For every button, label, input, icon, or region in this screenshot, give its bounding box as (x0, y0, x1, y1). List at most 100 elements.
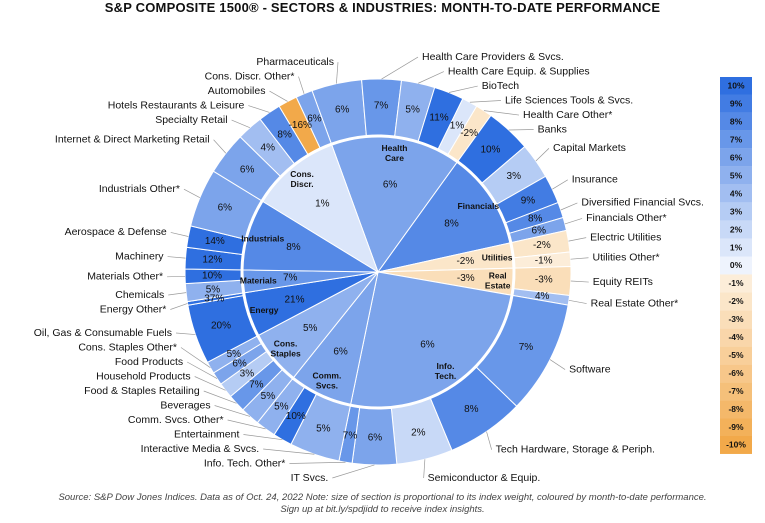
leader-line-chemicals (168, 292, 187, 296)
industry-value-software: 7% (519, 342, 534, 353)
leader-line-health-care-other (483, 110, 520, 116)
industry-label-software: Software (569, 363, 611, 375)
industry-label-chemicals: Chemicals (115, 289, 164, 301)
industry-label-info-tech-other: Info. Tech. Other* (204, 457, 286, 469)
legend-swatch (720, 148, 752, 167)
leader-line-industrials-other (183, 188, 201, 198)
industry-label-electric-utilities: Electric Utilities (590, 231, 661, 243)
sector-info-tech[interactable] (350, 271, 512, 408)
legend-label: 4% (730, 188, 743, 198)
sector-label-health-care: Care (385, 153, 404, 163)
legend-label: -3% (728, 314, 744, 324)
industry-value-banks: 10% (480, 145, 500, 156)
industry-labels: 6% 7% 5%11%1%-2%10%3%9%8%6%-2%-1%-3%4%7%8%… (34, 51, 704, 484)
leader-line-biotech (448, 85, 478, 93)
sector-label-materials: Materials (240, 275, 277, 285)
legend-swatch (720, 94, 752, 113)
industry-value-specialty-retail: 4% (261, 143, 276, 154)
sector-label-health-care: Health (382, 143, 408, 153)
industry-value-financials-other: 6% (532, 225, 547, 236)
leader-line-health-care-providers-svcs (381, 56, 419, 80)
industry-cons-discr-other[interactable] (295, 89, 332, 149)
sector-label-cons-staples: Staples (270, 349, 301, 359)
legend-label: 3% (730, 206, 743, 216)
industry-label-real-estate-other: Real Estate Other* (591, 297, 679, 309)
legend-swatch (720, 112, 752, 131)
legend-swatch (720, 166, 752, 185)
legend-label: -9% (728, 422, 744, 432)
sector-cons-discr[interactable] (262, 144, 379, 274)
industry-value-real-estate-other: 4% (535, 291, 550, 302)
legend-label: -1% (728, 278, 744, 288)
leader-line-internet-direct-marketing-retail (213, 139, 227, 154)
legend-label: -10% (726, 440, 746, 450)
industry-label-materials-other: Materials Other* (87, 271, 163, 283)
legend-swatch (720, 328, 752, 347)
industry-value-equity-reits: -3% (535, 274, 553, 285)
leader-line-interactive-media-svcs (263, 448, 315, 455)
leader-line-entertainment (243, 434, 283, 441)
leader-line-food-products (186, 361, 218, 379)
leader-line-utilities-other (570, 257, 589, 260)
legend-swatch (720, 130, 752, 149)
legend-label: 2% (730, 224, 743, 234)
legend-label: 0% (730, 260, 743, 270)
industry-label-oil-gas-consumable-fuels: Oil, Gas & Consumable Fuels (34, 327, 172, 339)
legend-label: 9% (730, 99, 743, 109)
industry-value-hotels-restaurants-leisure: 8% (277, 129, 292, 140)
source-note: Source: S&P Dow Jones Indices. Data as o… (58, 492, 707, 503)
industry-label-it-svcs: IT Svcs. (291, 472, 329, 484)
industry-value-life-sciences-tools-svcs: 1% (450, 121, 465, 132)
industry-label-entertainment: Entertainment (174, 428, 239, 440)
industry-value-tech-hardware-storage-periph: 8% (464, 404, 479, 415)
industry-value-household-products: 3% (240, 368, 255, 379)
industry-label-comm-svcs-other: Comm. Svcs. Other* (128, 414, 224, 426)
leader-line-household-products (194, 376, 226, 391)
leader-line-tech-hardware-storage-periph (486, 431, 492, 450)
leader-line-semiconductor-equip (423, 459, 426, 479)
legend-label: -2% (728, 296, 744, 306)
sector-value-comm-svcs: 6% (333, 346, 348, 357)
industry-value-diversified-financial-svcs: 8% (528, 213, 543, 224)
leader-line-aerospace-defense (170, 232, 189, 237)
industry-label-life-sciences-tools-svcs: Life Sciences Tools & Svcs. (505, 94, 633, 106)
legend-label: 1% (730, 242, 743, 252)
leader-line-health-care-equip-supplies (418, 71, 444, 84)
industry-label-automobiles: Automobiles (208, 85, 266, 97)
chart-title: S&P COMPOSITE 1500® - SECTORS & INDUSTRI… (104, 0, 661, 15)
leader-line-specialty-retail (231, 119, 250, 128)
leader-line-it-svcs (332, 464, 375, 479)
industry-label-cons-discr-other: Cons. Discr. Other* (205, 70, 295, 82)
industry-value-insurance: 9% (521, 195, 536, 206)
leader-line-pharmaceuticals (336, 62, 339, 84)
sector-label-utilities: Utilities (482, 252, 513, 262)
industry-value-info-tech-other: 7% (343, 430, 358, 441)
legend-label: -5% (728, 350, 744, 360)
industry-label-aerospace-defense: Aerospace & Defense (65, 226, 167, 238)
industry-label-utilities-other: Utilities Other* (593, 252, 660, 264)
industry-label-tech-hardware-storage-periph: Tech Hardware, Storage & Periph. (496, 444, 655, 456)
sector-label-real-estate: Real (489, 271, 507, 281)
industry-value-health-care-providers-svcs: 7% (374, 101, 389, 112)
industry-label-interactive-media-svcs: Interactive Media & Svcs. (141, 443, 259, 455)
industry-value-capital-markets: 3% (507, 171, 522, 182)
industry-value-energy-other: 37% (204, 294, 224, 305)
legend-swatch (720, 382, 752, 401)
leader-line-diversified-financial-svcs (560, 202, 578, 211)
industry-label-insurance: Insurance (572, 174, 618, 186)
sector-label-cons-discr: Cons. (290, 169, 314, 179)
leader-line-capital-markets (535, 148, 550, 162)
industry-label-energy-other: Energy Other* (100, 303, 167, 315)
industry-value-interactive-media-svcs: 5% (316, 423, 331, 434)
industry-value-beverages: 5% (261, 391, 276, 402)
legend-label: -8% (728, 404, 744, 414)
industry-label-health-care-other: Health Care Other* (523, 109, 612, 121)
legend-swatch (720, 364, 752, 383)
industry-label-health-care-equip-supplies: Health Care Equip. & Supplies (448, 65, 590, 77)
legend-swatch (720, 256, 752, 275)
industry-label-household-products: Household Products (96, 370, 191, 382)
sector-label-comm-svcs: Comm. (313, 371, 342, 381)
leader-line-software (549, 359, 566, 370)
legend-swatch (720, 202, 752, 221)
